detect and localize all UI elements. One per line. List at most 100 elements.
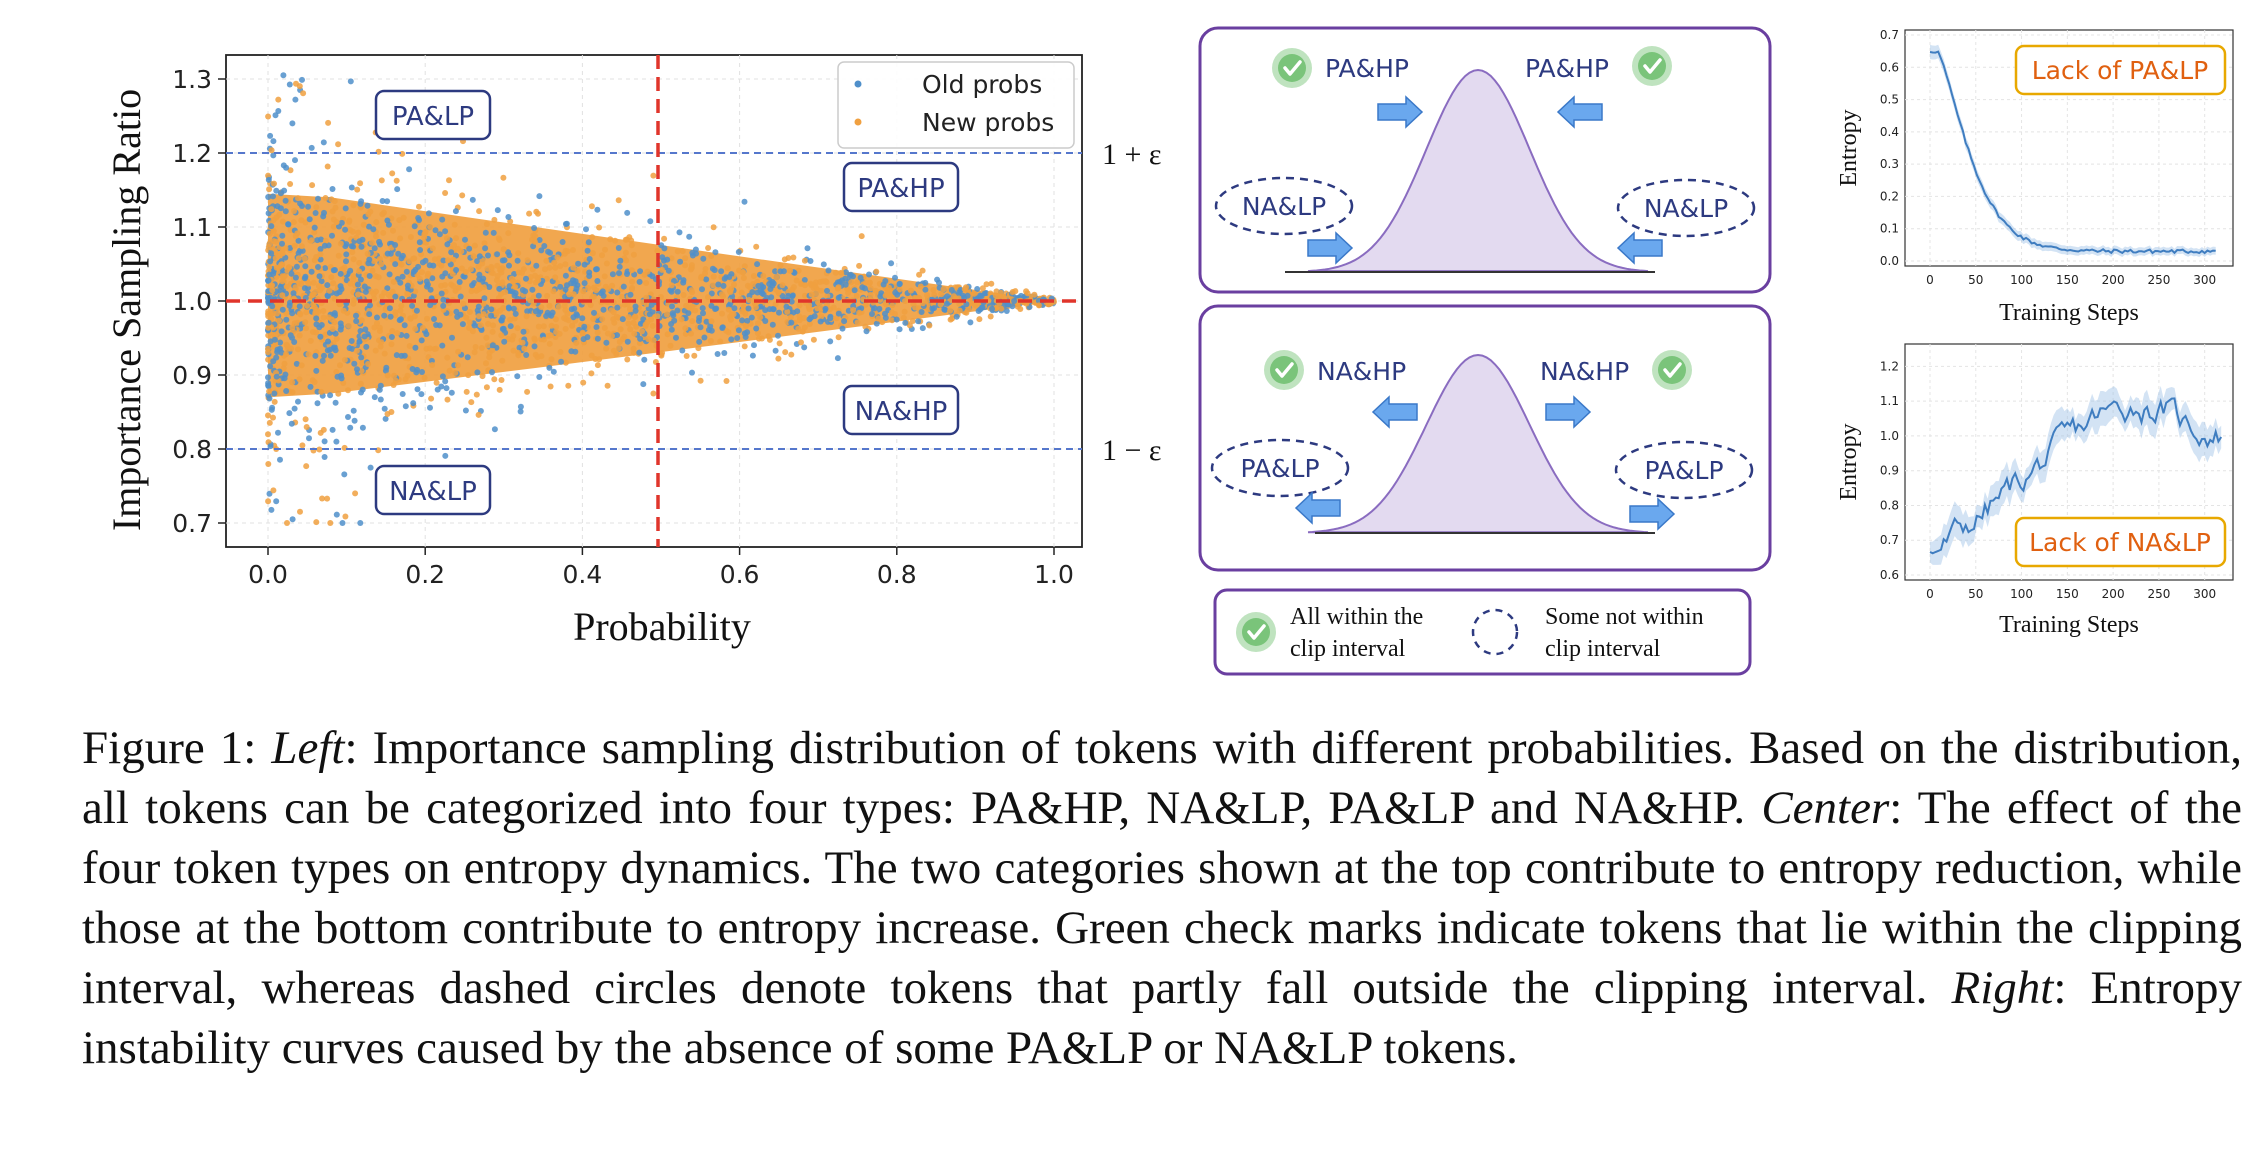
scatter-point: [688, 287, 695, 294]
rt-y-axis-label: Entropy: [1836, 109, 1862, 186]
scatter-point: [444, 241, 451, 248]
scatter-point: [599, 288, 606, 295]
scatter-point: [892, 274, 898, 281]
scatter-point: [683, 353, 690, 359]
scatter-point: [270, 193, 276, 200]
scatter-point: [291, 208, 297, 214]
scatter-point: [489, 270, 496, 277]
tick-label: 0.7: [1880, 533, 1899, 547]
scatter-point: [922, 286, 929, 293]
scatter-point: [265, 345, 271, 352]
scatter-point: [459, 192, 466, 199]
scatter-point: [520, 328, 527, 335]
scatter-point: [500, 305, 507, 311]
scatter-point: [705, 245, 712, 251]
scatter-point: [386, 271, 393, 278]
scatter-point: [599, 316, 606, 323]
scatter-point: [532, 279, 539, 286]
scatter-point: [299, 76, 305, 83]
bottom-label-pa-lp-right: PA&LP: [1644, 456, 1723, 485]
scatter-point: [387, 313, 394, 320]
scatter-point: [824, 293, 831, 299]
scatter-point: [358, 243, 365, 250]
scatter-point: [330, 340, 337, 347]
rt-line: [1929, 50, 2216, 255]
scatter-point: [746, 297, 752, 303]
scatter-point: [286, 81, 293, 88]
scatter-point: [590, 316, 597, 322]
scatter-point: [987, 313, 994, 320]
rb-badge: Lack of NA&LP: [2029, 528, 2211, 557]
scatter-point: [607, 236, 614, 243]
scatter-point: [427, 404, 433, 411]
scatter-point: [667, 287, 674, 294]
scatter-point: [790, 284, 797, 291]
scatter-point: [313, 519, 320, 526]
scatter-point: [562, 325, 569, 332]
scatter-point: [585, 239, 592, 246]
scatter-point: [426, 262, 433, 269]
scatter-point: [787, 267, 793, 274]
scatter-point: [333, 219, 340, 226]
tick-label: 100: [2010, 587, 2033, 601]
scatter-point: [375, 148, 382, 155]
scatter-point: [363, 343, 370, 350]
scatter-point: [501, 338, 508, 345]
scatter-point: [632, 307, 639, 314]
scatter-point: [514, 325, 521, 332]
scatter-point: [339, 520, 346, 526]
scatter-point: [625, 314, 632, 321]
scatter-point: [388, 334, 395, 340]
scatter-point: [854, 279, 861, 286]
scatter-point: [388, 341, 395, 348]
scatter-point: [515, 349, 522, 356]
scatter-point: [824, 287, 830, 294]
scatter-point: [944, 293, 951, 300]
scatter-point: [491, 216, 498, 223]
scatter-point: [381, 289, 388, 296]
scatter-point: [494, 273, 501, 279]
scatter-point: [347, 424, 354, 431]
scatter-point: [801, 344, 808, 351]
scatter-point: [543, 257, 550, 264]
scatter-point: [491, 376, 498, 383]
tick-label: 0.8: [1880, 498, 1899, 512]
scatter-point: [500, 174, 507, 181]
scatter-point: [277, 262, 284, 269]
scatter-point: [682, 325, 689, 332]
scatter-point: [613, 313, 620, 320]
right-bottom-entropy-chart: 0 50 100 150 200 250 3000.60.70.80.91.01.11.2 …: [1836, 343, 2234, 638]
scatter-point: [548, 312, 555, 319]
scatter-point: [628, 242, 635, 249]
scatter-point: [701, 334, 708, 341]
scatter-point: [457, 293, 464, 300]
scatter-point: [275, 108, 282, 114]
scatter-point: [413, 369, 420, 376]
scatter-point: [841, 318, 848, 325]
scatter-point: [475, 313, 482, 320]
scatter-point: [501, 257, 508, 264]
scatter-point: [988, 280, 995, 287]
scatter-point: [377, 343, 384, 350]
scatter-point: [617, 326, 624, 333]
scatter-point: [413, 307, 420, 314]
scatter-point: [818, 313, 825, 320]
scatter-point: [535, 323, 542, 330]
scatter-point: [440, 257, 447, 264]
scatter-point: [775, 289, 782, 296]
scatter-point: [493, 311, 499, 318]
scatter-point: [312, 352, 319, 359]
scatter-point: [392, 293, 399, 300]
scatter-point: [740, 268, 747, 275]
scatter-point: [979, 304, 986, 311]
scatter-point: [755, 283, 762, 289]
scatter-point: [510, 333, 517, 339]
scatter-point: [533, 262, 540, 269]
scatter-point: [345, 414, 351, 420]
scatter-point: [689, 318, 696, 325]
scatter-point: [289, 516, 296, 523]
scatter-point: [730, 311, 737, 318]
scatter-point: [266, 271, 273, 278]
scatter-point: [806, 321, 813, 327]
scatter-point: [289, 324, 296, 331]
